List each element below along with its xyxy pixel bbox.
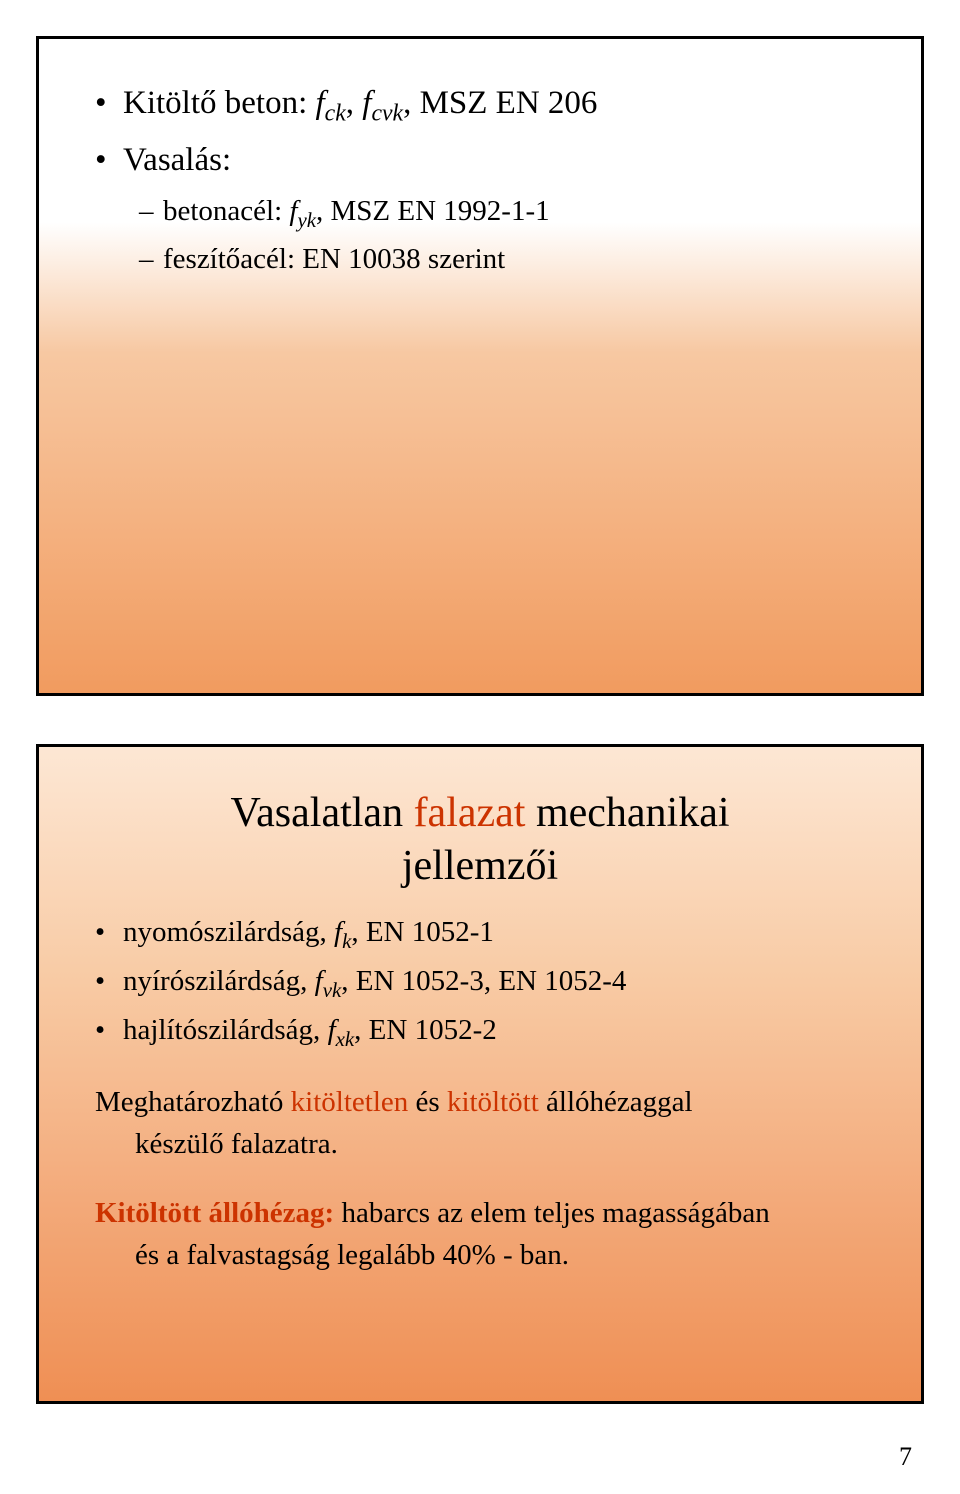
dash-icon: – bbox=[139, 238, 163, 282]
item-text: Kitöltő beton: fck, fcvk, MSZ EN 206 bbox=[123, 79, 597, 132]
subscript: vk bbox=[323, 978, 342, 1002]
text: , EN 1052-1 bbox=[351, 916, 494, 948]
text: nyírószilárdság, bbox=[123, 965, 315, 997]
text: Meghatározható bbox=[95, 1086, 291, 1118]
slide-2-content: Vasalatlan falazat mechanikai jellemzői … bbox=[39, 747, 921, 1342]
text: mechanikai bbox=[525, 790, 729, 836]
text-highlight: falazat bbox=[414, 790, 526, 836]
list-item: • nyírószilárdság, fvk, EN 1052-3, EN 10… bbox=[95, 959, 865, 1006]
symbol: f bbox=[316, 85, 325, 121]
text: Kitöltő beton: bbox=[123, 85, 316, 121]
page-number: 7 bbox=[899, 1442, 912, 1472]
list-item: • Vasalás: bbox=[95, 136, 865, 186]
sub-item: – betonacél: fyk, MSZ EN 1992-1-1 bbox=[139, 190, 865, 236]
slide-1-list: • Kitöltő beton: fck, fcvk, MSZ EN 206 •… bbox=[95, 79, 865, 281]
bullet-icon: • bbox=[95, 910, 123, 957]
title-line-2: jellemzői bbox=[95, 840, 865, 893]
bullet-icon: • bbox=[95, 959, 123, 1006]
text: , EN 1052-3, EN 1052-4 bbox=[341, 965, 626, 997]
subscript: ck bbox=[325, 101, 346, 127]
text: , EN 1052-2 bbox=[354, 1014, 497, 1046]
text-highlight-bold: Kitöltött állóhézag: bbox=[95, 1197, 334, 1229]
text: habarcs az elem teljes magasságában bbox=[334, 1197, 770, 1229]
slide-1: • Kitöltő beton: fck, fcvk, MSZ EN 206 •… bbox=[36, 36, 924, 696]
subscript: xk bbox=[336, 1027, 355, 1051]
slide-2-list: • nyomószilárdság, fk, EN 1052-1 • nyíró… bbox=[95, 910, 865, 1055]
text-highlight: kitöltött bbox=[447, 1086, 539, 1118]
paragraph-2: Kitöltött állóhézag: habarcs az elem tel… bbox=[95, 1192, 865, 1276]
slide-2: Vasalatlan falazat mechanikai jellemzői … bbox=[36, 744, 924, 1404]
bullet-icon: • bbox=[95, 1008, 123, 1055]
item-text: nyomószilárdság, fk, EN 1052-1 bbox=[123, 910, 494, 957]
item-text: Vasalás: bbox=[123, 136, 231, 186]
subscript: cvk bbox=[371, 101, 403, 127]
list-item: • nyomószilárdság, fk, EN 1052-1 bbox=[95, 910, 865, 957]
text: hajlítószilárdság, bbox=[123, 1014, 328, 1046]
para-line: Kitöltött állóhézag: habarcs az elem tel… bbox=[95, 1192, 865, 1234]
text: , MSZ EN 206 bbox=[403, 85, 597, 121]
text: , MSZ EN 1992-1-1 bbox=[316, 195, 550, 227]
page: • Kitöltő beton: fck, fcvk, MSZ EN 206 •… bbox=[0, 0, 960, 1494]
symbol: f bbox=[315, 965, 323, 997]
sub-text: feszítőacél: EN 10038 szerint bbox=[163, 238, 505, 282]
item-text: nyírószilárdság, fvk, EN 1052-3, EN 1052… bbox=[123, 959, 626, 1006]
list-item: • Kitöltő beton: fck, fcvk, MSZ EN 206 bbox=[95, 79, 865, 132]
para-line: és a falvastagság legalább 40% - ban. bbox=[95, 1234, 865, 1276]
symbol: f bbox=[328, 1014, 336, 1046]
item-text: hajlítószilárdság, fxk, EN 1052-2 bbox=[123, 1008, 497, 1055]
subscript: yk bbox=[297, 208, 316, 232]
text: és bbox=[408, 1086, 447, 1118]
slide-1-content: • Kitöltő beton: fck, fcvk, MSZ EN 206 •… bbox=[39, 39, 921, 323]
text: állóhézaggal bbox=[539, 1086, 693, 1118]
text-highlight: kitöltetlen bbox=[291, 1086, 409, 1118]
subscript: k bbox=[342, 929, 351, 953]
sub-text: betonacél: fyk, MSZ EN 1992-1-1 bbox=[163, 190, 550, 236]
para-line: készülő falazatra. bbox=[95, 1123, 865, 1165]
para-line: Meghatározható kitöltetlen és kitöltött … bbox=[95, 1081, 865, 1123]
bullet-icon: • bbox=[95, 79, 123, 132]
text: nyomószilárdság, bbox=[123, 916, 334, 948]
sub-item: – feszítőacél: EN 10038 szerint bbox=[139, 238, 865, 282]
text: , bbox=[346, 85, 363, 121]
dash-icon: – bbox=[139, 190, 163, 236]
list-item: • hajlítószilárdság, fxk, EN 1052-2 bbox=[95, 1008, 865, 1055]
paragraph-1: Meghatározható kitöltetlen és kitöltött … bbox=[95, 1081, 865, 1165]
bullet-icon: • bbox=[95, 136, 123, 186]
slide-2-title: Vasalatlan falazat mechanikai jellemzői bbox=[95, 787, 865, 892]
symbol: f bbox=[334, 916, 342, 948]
title-line-1: Vasalatlan falazat mechanikai bbox=[95, 787, 865, 840]
text: Vasalatlan bbox=[230, 790, 413, 836]
text: betonacél: bbox=[163, 195, 289, 227]
